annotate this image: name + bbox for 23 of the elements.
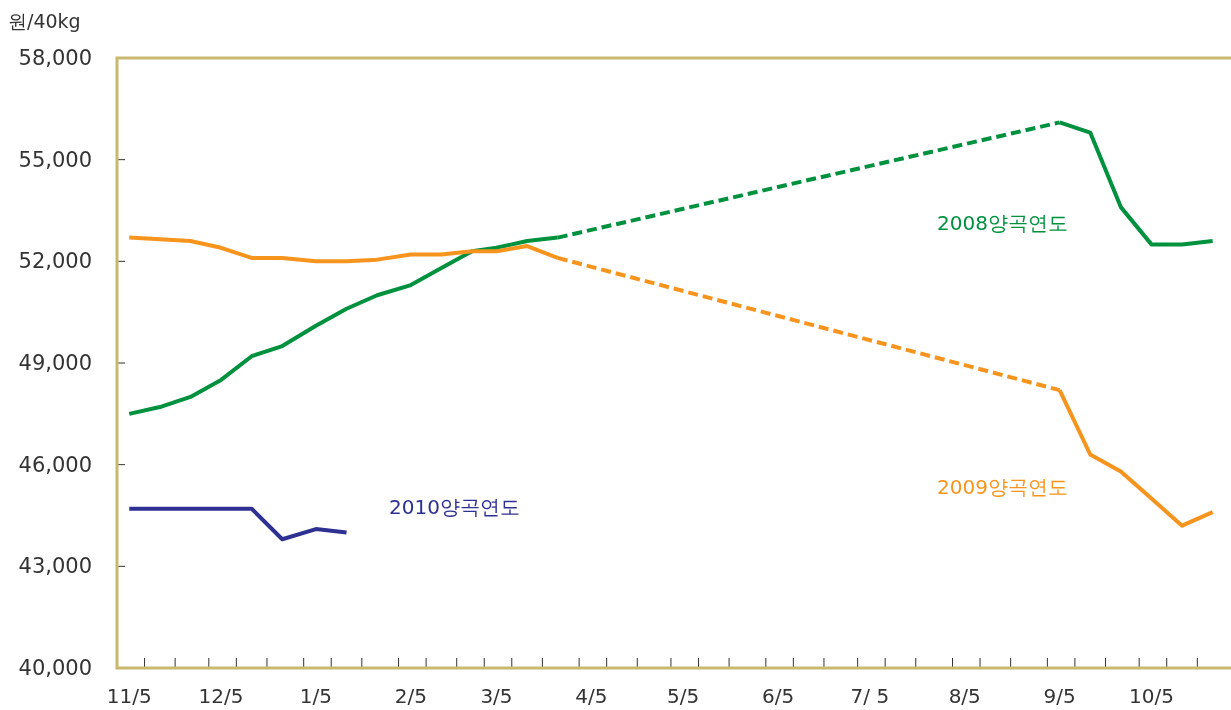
x-tick-label: 7/ 5 [850, 684, 890, 708]
x-tick-label: 6/5 [761, 684, 795, 708]
x-tick-label: 12/5 [198, 684, 244, 708]
y-tick-label: 49,000 [18, 351, 92, 375]
y-tick-label: 43,000 [18, 554, 92, 579]
x-tick-label: 10/5 [1128, 684, 1174, 708]
y-axis-title: 원/40kg [8, 10, 81, 32]
y-tick-label: 46,000 [18, 452, 92, 477]
x-tick-label: 9/5 [1043, 684, 1076, 708]
y-tick-label: 40,000 [18, 656, 92, 680]
y-tick-label: 58,000 [18, 46, 92, 70]
text: 2010양곡연도 [389, 495, 520, 519]
x-tick-label: 5/5 [667, 684, 700, 708]
x-tick-label: 11/5 [106, 684, 152, 708]
text: 2008양곡연도 [937, 211, 1068, 235]
x-tick-label: 3/5 [480, 684, 513, 708]
x-tick-label: 2/5 [394, 684, 427, 708]
y-tick-label: 52,000 [18, 249, 92, 274]
x-tick-label: 4/5 [575, 684, 608, 708]
text: 2009양곡연도 [937, 475, 1068, 499]
x-tick-label: 8/5 [948, 684, 981, 708]
y-tick-label: 55,000 [18, 147, 92, 172]
x-tick-label: 1/5 [299, 684, 333, 708]
